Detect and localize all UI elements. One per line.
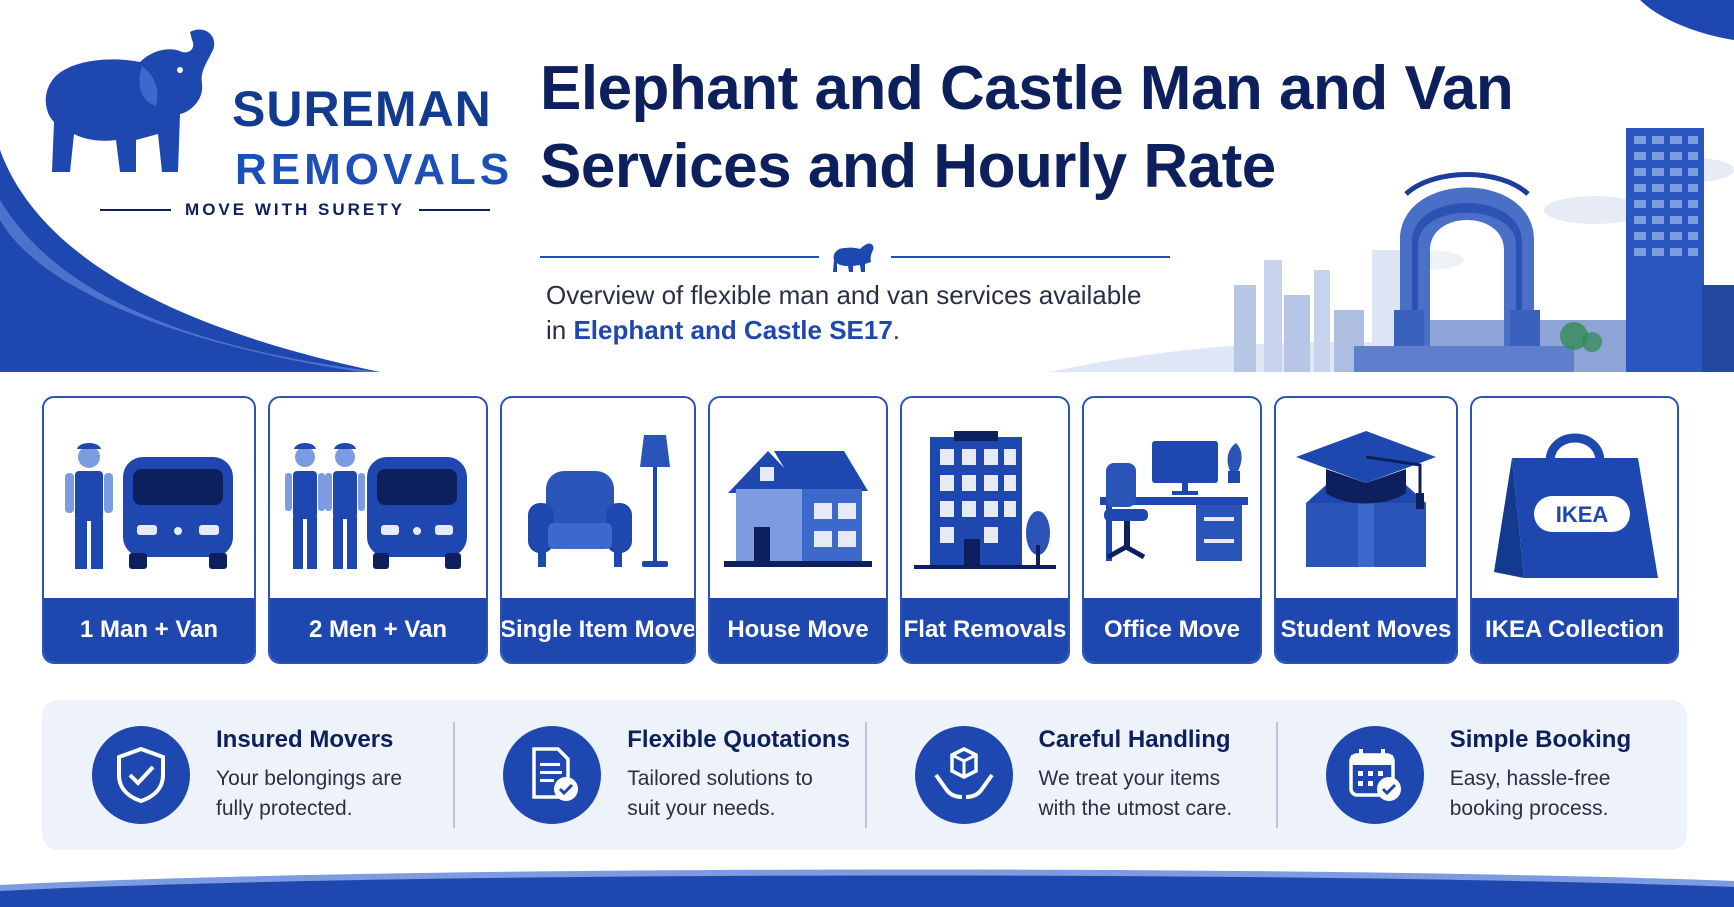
feature-title: Insured Movers xyxy=(216,725,394,753)
shield-check-icon xyxy=(117,746,165,804)
service-picture xyxy=(44,412,254,592)
service-card-student-moves[interactable]: Student Moves xyxy=(1274,396,1458,664)
graduation-cap-box-icon xyxy=(1296,431,1436,567)
feature-icon-circle xyxy=(914,726,1013,824)
feature-text: Flexible Quotations Tailored solutions t… xyxy=(627,726,850,825)
document-check-icon xyxy=(532,747,579,801)
feature-text: Simple Booking Easy, hassle-free booking… xyxy=(1450,726,1650,825)
service-card-2-men-van[interactable]: 2 Men + Van xyxy=(268,396,488,664)
tagline-rule-left xyxy=(100,209,172,211)
one-man-van-icon xyxy=(65,443,233,569)
brand-name: SUREMAN xyxy=(232,81,492,137)
feature-title: Careful Handling xyxy=(1038,725,1231,753)
service-picture xyxy=(1084,412,1260,592)
service-picture xyxy=(270,412,486,592)
feature-careful-handling: Careful Handling We treat your items wit… xyxy=(864,700,1276,850)
service-card-1-man-van[interactable]: 1 Man + Van xyxy=(42,396,256,664)
feature-flexible-quotations: Flexible Quotations Tailored solutions t… xyxy=(453,700,864,850)
divider-line-left xyxy=(540,256,819,258)
brand-tagline: MOVE WITH SURETY xyxy=(185,200,405,219)
subtitle-text: Overview of flexible man and van service… xyxy=(546,280,1142,346)
feature-desc: Tailored solutions to suit your needs. xyxy=(627,766,813,820)
service-card-single-item[interactable]: Single Item Move xyxy=(500,396,696,664)
service-card-office-move[interactable]: Office Move xyxy=(1082,396,1262,664)
tagline-rule-right xyxy=(418,209,490,211)
services-row: 1 Man + Van 2 Men + Van xyxy=(42,396,1687,664)
feature-title: Simple Booking xyxy=(1449,725,1632,753)
ikea-bag-text: IKEA xyxy=(1555,502,1608,527)
service-card-flat-removals[interactable]: Flat Removals xyxy=(900,396,1070,664)
brand-sub: REMOVALS xyxy=(235,145,514,194)
service-label: House Move xyxy=(710,598,886,662)
office-desk-icon xyxy=(1100,441,1248,561)
features-panel: Insured Movers Your belongings are fully… xyxy=(42,700,1687,850)
elephant-castle-skyline-illustration xyxy=(1234,128,1734,372)
divider-line-right xyxy=(891,256,1170,258)
subtitle-suffix: . xyxy=(892,315,901,346)
page-title: Elephant and Castle Man and Van Services… xyxy=(540,54,1514,201)
feature-icon-circle xyxy=(92,726,190,824)
service-picture xyxy=(902,412,1068,592)
feature-desc: Easy, hassle-free booking process. xyxy=(1449,766,1611,820)
small-elephant-icon xyxy=(833,243,874,272)
feature-text: Insured Movers Your belongings are fully… xyxy=(216,726,416,825)
house-icon xyxy=(724,451,872,567)
armchair-lamp-icon xyxy=(528,435,670,567)
ikea-bag-icon: IKEA xyxy=(1493,433,1658,578)
hands-box-icon xyxy=(933,747,994,799)
service-picture: IKEA xyxy=(1472,412,1677,592)
apartment-building-icon xyxy=(914,431,1056,569)
service-label: 1 Man + Van xyxy=(44,598,254,662)
feature-title: Flexible Quotations xyxy=(627,725,850,753)
feature-simple-booking: Simple Booking Easy, hassle-free booking… xyxy=(1275,700,1687,850)
service-card-ikea-collection[interactable]: IKEA IKEA Collection xyxy=(1470,396,1679,664)
service-picture xyxy=(502,412,694,592)
feature-insured-movers: Insured Movers Your belongings are fully… xyxy=(42,700,453,850)
feature-text: Careful Handling We treat your items wit… xyxy=(1039,726,1239,825)
title-divider xyxy=(540,240,1170,274)
page-subtitle: Overview of flexible man and van service… xyxy=(546,278,1146,348)
service-label: Office Move xyxy=(1084,598,1260,662)
service-label: 2 Men + Van xyxy=(270,598,486,662)
service-label: Single Item Move xyxy=(502,598,694,662)
calendar-check-icon xyxy=(1349,749,1401,801)
brand-logo[interactable]: SUREMAN REMOVALS MOVE WITH SURETY xyxy=(40,22,509,232)
service-picture xyxy=(1276,412,1456,592)
brand-tagline-row: MOVE WITH SURETY xyxy=(100,200,490,220)
feature-desc: We treat your items with the utmost care… xyxy=(1038,766,1233,820)
elephant-logo-icon xyxy=(45,29,215,172)
service-label: Student Moves xyxy=(1276,598,1456,662)
two-men-van-icon xyxy=(285,443,467,569)
header-banner: SUREMAN REMOVALS MOVE WITH SURETY Elepha… xyxy=(0,0,1734,372)
service-card-house-move[interactable]: House Move xyxy=(708,396,888,664)
feature-desc: Your belongings are fully protected. xyxy=(216,766,403,820)
subtitle-location: Elephant and Castle SE17 xyxy=(573,315,893,346)
service-label: IKEA Collection xyxy=(1472,598,1677,662)
footer-wave-decoration xyxy=(0,869,1734,907)
feature-icon-circle xyxy=(503,726,602,824)
service-picture xyxy=(710,412,886,592)
service-label: Flat Removals xyxy=(902,598,1068,662)
feature-icon-circle xyxy=(1325,726,1424,824)
